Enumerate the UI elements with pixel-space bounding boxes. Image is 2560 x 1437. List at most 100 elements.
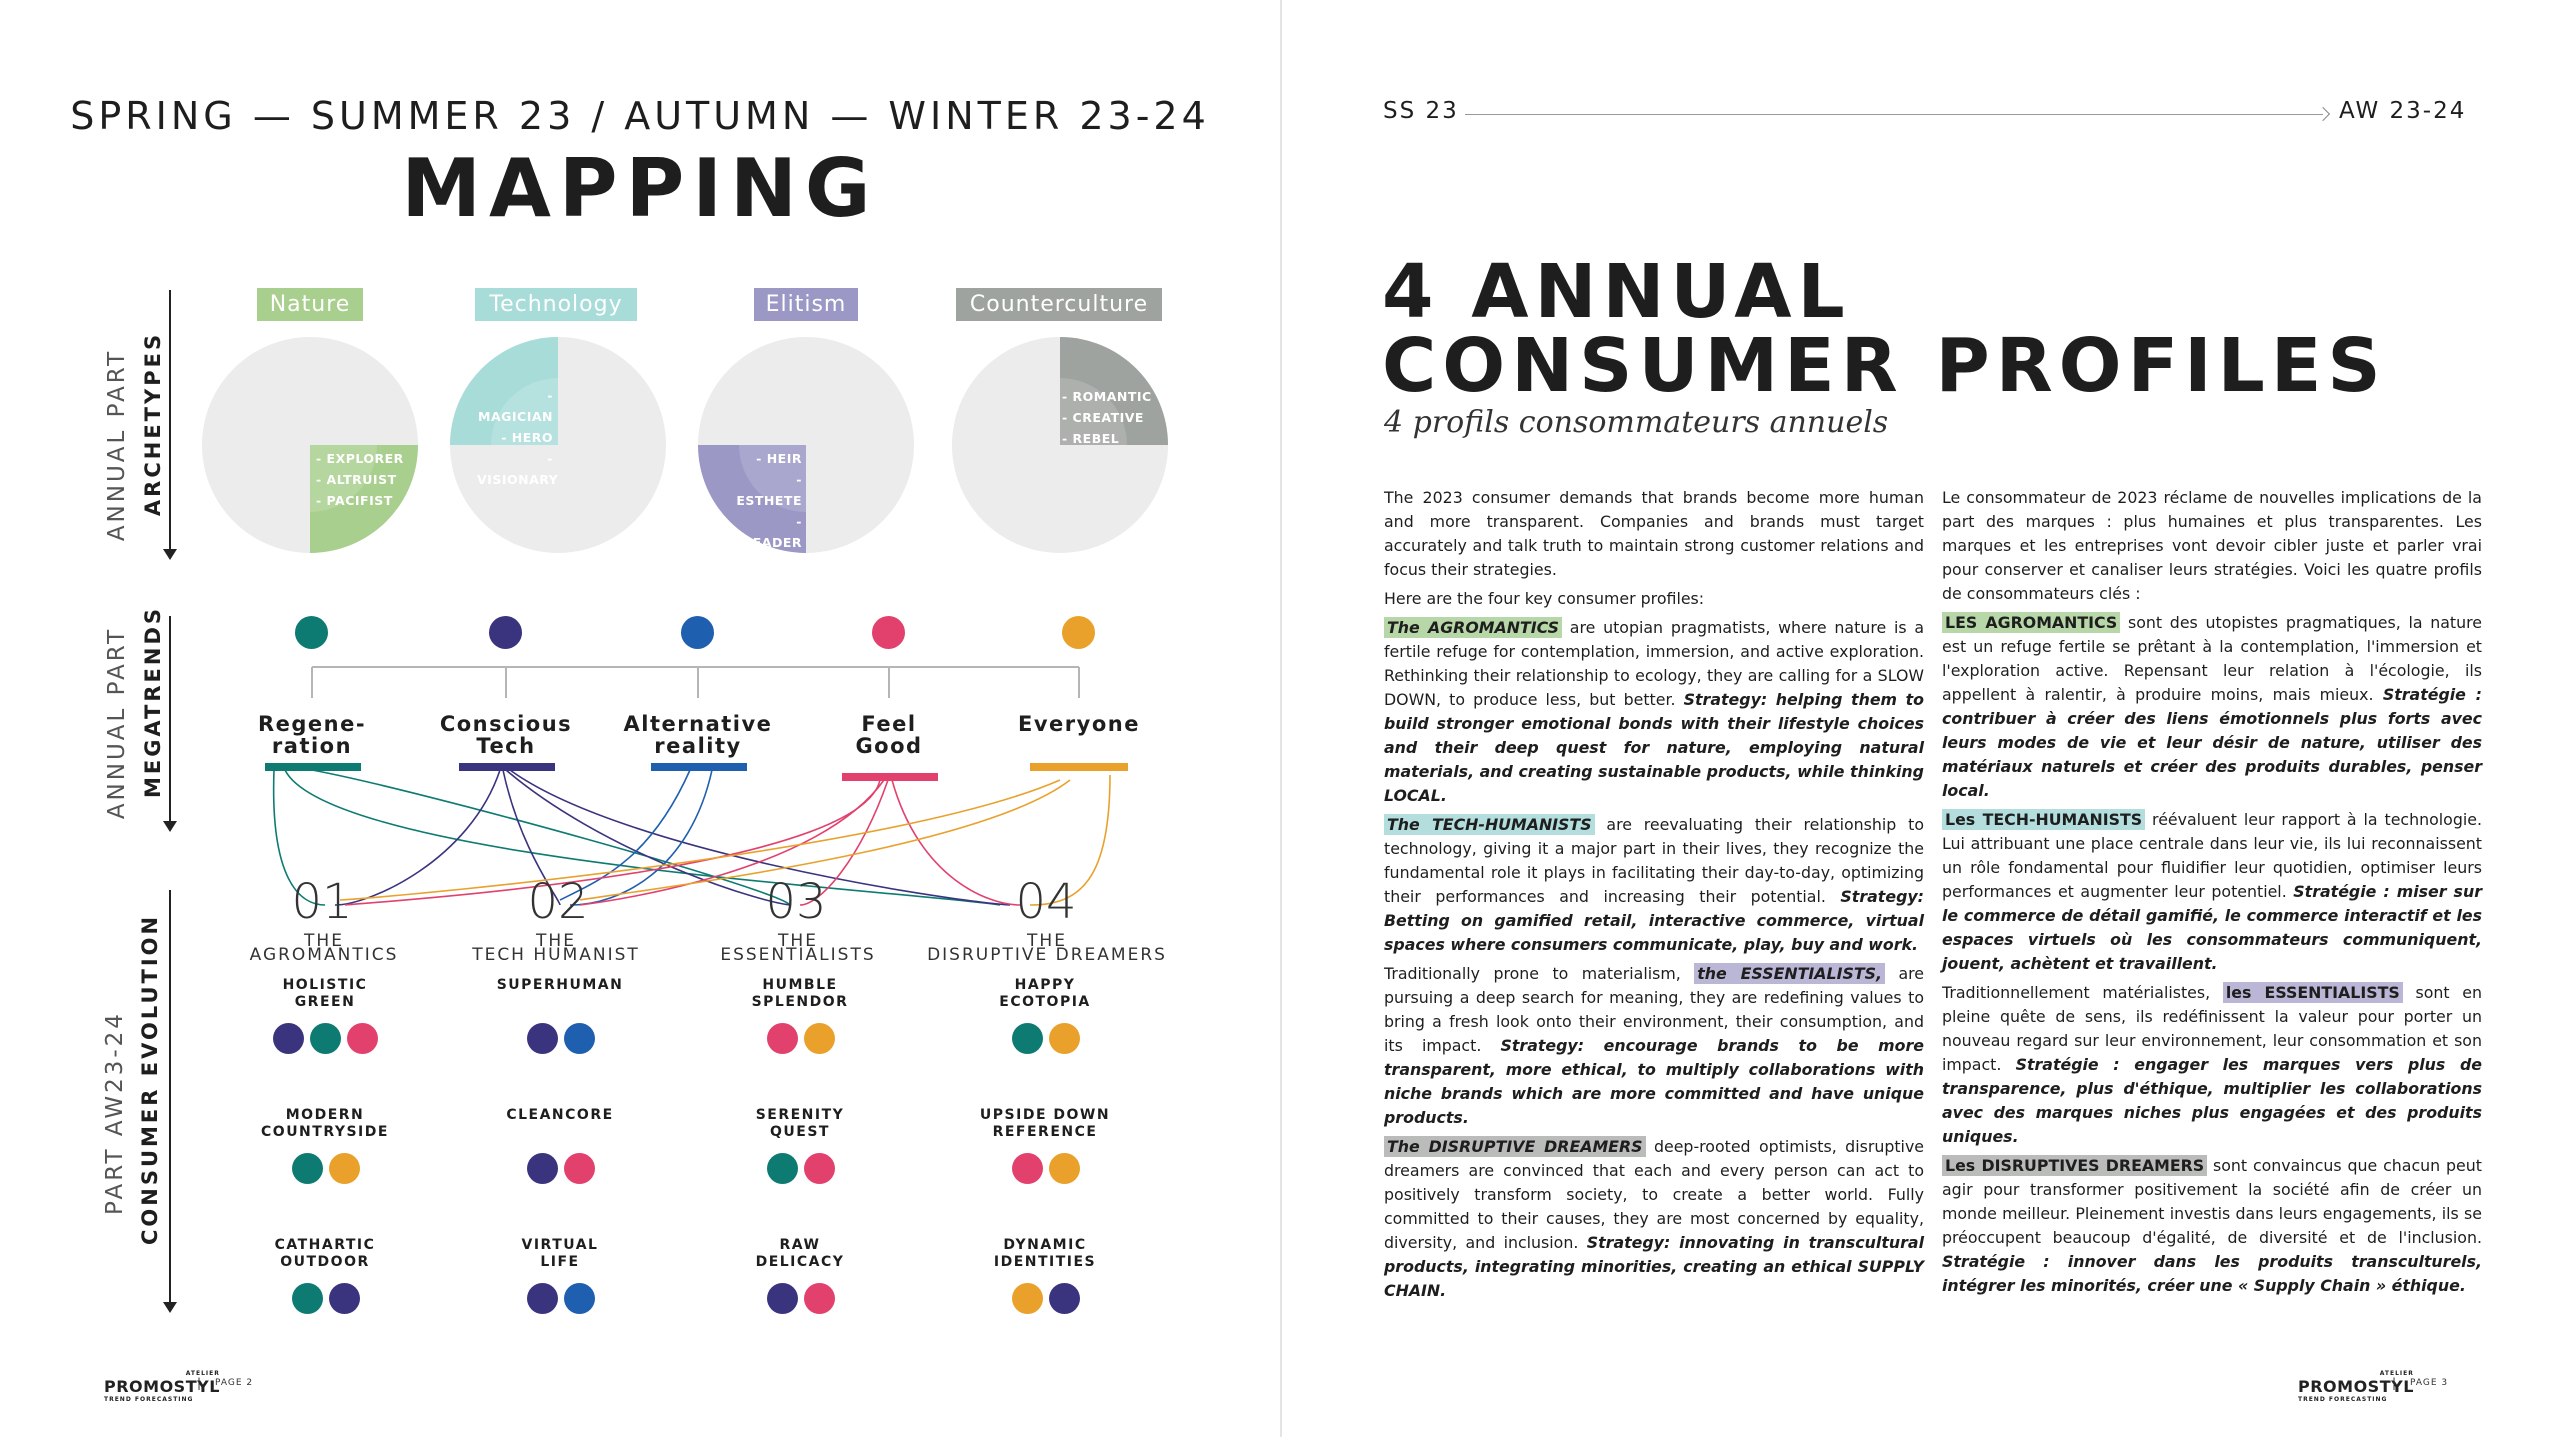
page-subtitle: 4 profils consommateurs annuels xyxy=(1384,405,1889,440)
profile-paragraph-essentialists: Traditionnellement matérialistes, les ES… xyxy=(1942,981,2482,1149)
right-page: SS 23 AW 23-24 4 ANNUAL CONSUMER PROFILE… xyxy=(1282,0,2560,1437)
paragraph-text: réévaluent leur rapport à la technologie… xyxy=(1942,810,2482,901)
pie-slice-inner xyxy=(1060,378,1127,445)
flow-everyone-dreamers xyxy=(1029,774,1111,906)
megatrend-dot-feel-good xyxy=(872,616,905,649)
profile-paragraph-tech-humanists: Les TECH-HUMANISTS réévaluent leur rappo… xyxy=(1942,808,2482,976)
flow-tech-humanist xyxy=(502,769,561,906)
highlight-tech-humanists: Les TECH-HUMANISTS xyxy=(1942,809,2146,830)
megatrend-color-dot xyxy=(328,1153,360,1184)
intro-paragraph: Le consommateur de 2023 réclame de nouve… xyxy=(1942,488,2482,603)
megatrend-color-dot xyxy=(526,1023,558,1054)
megatrend-color-dot xyxy=(563,1283,595,1314)
megatrend-color-dot xyxy=(766,1023,798,1054)
subprofile-line: CLEANCORE xyxy=(506,1107,614,1123)
megatrend-color-dot xyxy=(803,1283,835,1314)
profile-number-03: 03 xyxy=(765,874,827,930)
profile-paragraph-dreamers: The DISRUPTIVE DREAMERS deep-rooted opti… xyxy=(1384,1135,1924,1303)
pie-slice xyxy=(450,337,558,445)
megatrend-color-dot xyxy=(291,1283,323,1314)
profile-paragraph-dreamers: Les DISRUPTIVES DREAMERS sont convaincus… xyxy=(1942,1154,2482,1298)
subprofile-label: SERENITY QUEST xyxy=(710,1107,890,1141)
pie-item: - LEADER xyxy=(744,514,802,550)
paragraph-text: sont en pleine quête de sens, ils redéfi… xyxy=(1942,983,2483,1074)
pie-slice-inner xyxy=(491,378,558,445)
highlight-tech-humanists: The TECH-HUMANISTS xyxy=(1384,814,1595,835)
subprofile-label: DYNAMIC IDENTITIES xyxy=(955,1237,1135,1271)
intro-list-paragraph: Here are the four key consumer profiles: xyxy=(1384,589,1705,608)
flow-feelgood-humanist xyxy=(579,779,885,906)
profile-paragraph-agromantics: LES AGROMANTICS sont des utopistes pragm… xyxy=(1942,611,2482,803)
subprofile-label: RAW DELICACY xyxy=(710,1237,890,1271)
pie-item: - VISIONARY xyxy=(477,451,559,487)
logo-sub-text: TREND FORECASTING xyxy=(2298,1396,2388,1403)
strategy-text: Strategy: helping them to build stronger… xyxy=(1384,690,1924,805)
pie-item: - HERO xyxy=(501,430,553,445)
archetypes-arrow xyxy=(169,290,171,552)
pie-slice-inner xyxy=(310,445,377,512)
megatrend-line: Tech xyxy=(476,734,536,758)
megatrend-color-dot xyxy=(563,1153,595,1184)
strategy-text: Strategy: Betting on gamified retail, in… xyxy=(1384,887,1924,954)
flow-tech-essentialists xyxy=(505,769,791,906)
pie-item: - CREATIVE xyxy=(1062,410,1144,425)
archetypes-arrow-head xyxy=(163,549,177,560)
evolution-part-label: PART AW23-24 xyxy=(102,1011,128,1215)
subprofile-label: UPSIDE DOWN REFERENCE xyxy=(955,1107,1135,1141)
logo-text: PROMOSTYL xyxy=(2298,1377,2414,1396)
season-arrow-head xyxy=(2315,106,2331,122)
evolution-arrow-head xyxy=(163,1302,177,1313)
profile-number-01: 01 xyxy=(291,874,353,930)
subprofile-line: ECOTOPIA xyxy=(999,994,1091,1010)
subprofile-label: HUMBLE SPLENDOR xyxy=(710,977,890,1011)
title-line: CONSUMER PROFILES xyxy=(1382,323,2387,409)
french-column: Le consommateur de 2023 réclame de nouve… xyxy=(1942,486,2482,1303)
highlight-agromantics: LES AGROMANTICS xyxy=(1942,612,2121,633)
profile-name-agromantics: AGROMANTICS xyxy=(249,945,399,965)
megatrend-bar-conscious-tech xyxy=(459,763,555,771)
highlight-dreamers: The DISRUPTIVE DREAMERS xyxy=(1384,1136,1646,1157)
profile-the: THE xyxy=(778,931,818,951)
subprofile-line: SERENITY xyxy=(755,1107,845,1123)
page-number: PAGE 2 xyxy=(215,1378,254,1388)
flow-regeneration-agromantics xyxy=(272,769,326,906)
strategy-text: Stratégie : engager les marques vers plu… xyxy=(1942,1055,2482,1146)
subprofile-line: HOLISTIC xyxy=(282,977,368,993)
logo-text: PROMOSTYL xyxy=(104,1377,220,1396)
subprofile-line: UPSIDE DOWN xyxy=(979,1107,1111,1123)
paragraph-text: are pursuing a deep search for meaning, … xyxy=(1384,964,1925,1055)
megatrend-label-regeneration: Regene- ration xyxy=(227,713,397,757)
pie-slice xyxy=(698,445,806,553)
logo-small-text: ATELIER xyxy=(185,1370,220,1377)
megatrend-label-feel-good: Feel Good xyxy=(804,713,974,757)
season-title: SPRING — SUMMER 23 / AUTUMN — WINTER 23-… xyxy=(70,94,1210,138)
megatrend-color-dot xyxy=(1048,1153,1080,1184)
megatrend-color-dot xyxy=(1048,1283,1080,1314)
megatrend-color-dot xyxy=(1011,1153,1043,1184)
paragraph-text: Traditionally prone to materialism, xyxy=(1384,964,1695,983)
paragraph-text: sont des utopistes pragmatiques, la natu… xyxy=(1942,613,2482,704)
flow-feelgood-dreamers xyxy=(891,779,1021,906)
profile-name-disruptive-dreamers: DISRUPTIVE DREAMERS xyxy=(927,945,1167,965)
megatrend-color-dot xyxy=(347,1023,378,1054)
flow-tech-agromantics xyxy=(334,769,501,906)
archetype-label-technology: Technology xyxy=(475,288,637,321)
season-start: SS 23 xyxy=(1383,98,1459,124)
paragraph-text: are reevaluating their relationship to t… xyxy=(1384,815,1924,906)
subprofile-line: COUNTRYSIDE xyxy=(261,1124,389,1140)
strategy-text: Strategy: encourage brands to be more tr… xyxy=(1384,1036,1924,1127)
title-line: 4 ANNUAL xyxy=(1382,249,1851,335)
pie-item: - HEIR xyxy=(756,451,802,466)
megatrend-color-dot xyxy=(563,1023,595,1054)
megatrend-color-dot xyxy=(803,1153,835,1184)
archetype-label-elitism: Elitism xyxy=(754,288,858,321)
megatrend-color-dot xyxy=(1048,1023,1080,1054)
profile-number-04: 04 xyxy=(1015,874,1077,930)
megatrend-color-dot xyxy=(766,1153,798,1184)
intro-paragraph: The 2023 consumer demands that brands be… xyxy=(1384,488,1924,579)
subprofile-line: HUMBLE xyxy=(762,977,838,993)
subprofile-label: HOLISTIC GREEN xyxy=(235,977,415,1011)
flow-everyone-agromantics xyxy=(339,779,1061,901)
megatrend-color-dot xyxy=(1011,1283,1043,1314)
flow-tech-dreamers xyxy=(509,769,1011,906)
